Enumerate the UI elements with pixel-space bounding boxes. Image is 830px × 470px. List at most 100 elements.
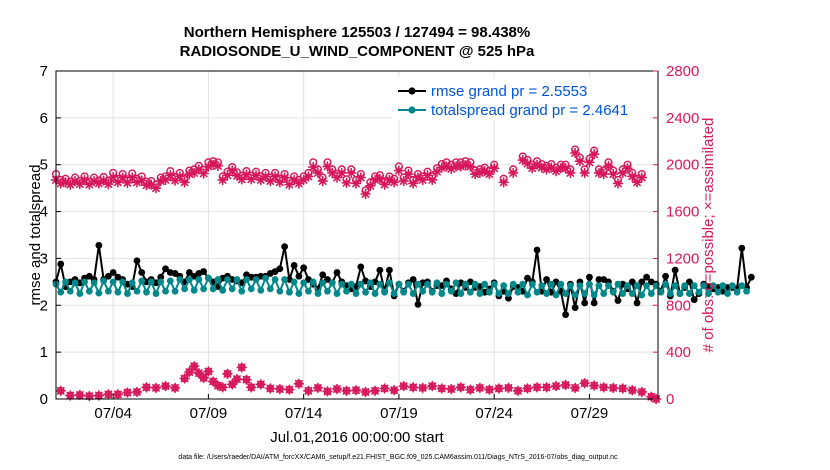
rmse-point [319,271,327,279]
obs-assimilated-marker [622,163,633,174]
spread-point [571,291,579,299]
obs-low-assimilated-marker-stroke [399,382,408,391]
spread-point [466,288,474,296]
spread-point [509,280,517,288]
spread-point [681,282,689,290]
spread-point [85,287,93,295]
obs-assimilated-marker-stroke [128,173,137,182]
spread-point [152,290,160,297]
spread-point [543,290,550,297]
y-right-tick-label: 1200 [666,250,699,267]
obs-assimilated-marker-stroke [375,174,384,183]
spread-point [576,282,584,290]
obs-assimilated-marker-stroke [628,172,637,181]
obs-low-assimilated-marker-stroke [637,388,646,396]
spread-point [119,278,127,286]
obs-low-assimilated-marker [474,382,486,394]
obs-low-assimilated-marker-stroke [371,386,380,395]
obs-low-assimilated-marker [293,378,305,389]
spread-point [224,276,231,283]
spread-point [281,276,289,283]
spread-point [614,280,622,288]
spread-point [424,280,431,288]
obs-low-assimilated-marker [512,385,524,397]
spread-point [733,288,741,296]
obs-low-assimilated-marker [246,382,257,393]
spread-point [490,280,498,288]
obs-low-assimilated-marker [598,382,609,393]
legend-spread-label: totalspread grand pr = 2.4641 [431,102,628,119]
spread-point [157,278,165,286]
obs-assimilated-marker [579,167,590,179]
rmse-point [614,297,622,304]
obs-low-assimilated-marker [417,382,428,394]
obs-assimilated-marker-stroke [280,173,289,182]
obs-low-assimilated-marker [312,382,324,394]
obs-assimilated-marker-stroke [623,164,632,173]
spread-point [252,276,260,283]
rmse-point [290,262,298,269]
obs-assimilated-marker-stroke [533,160,541,169]
spread-point [390,290,398,297]
y-right-tick-label: 2800 [666,63,699,80]
obs-assimilated-marker-stroke [152,184,160,193]
obs-low-assimilated-marker-stroke [618,384,627,393]
obs-assimilated-marker [150,182,162,194]
obs-assimilated-marker-stroke [480,167,489,176]
spread-point [643,282,650,290]
y-left-tick-label: 0 [40,391,48,408]
rmse-point [690,296,698,304]
obs-assimilated-marker-stroke [580,169,589,177]
spread-point [76,290,84,297]
obs-assimilated-marker-stroke [614,179,622,188]
obs-low-assimilated-marker-stroke [390,386,399,395]
obs-low-assimilated-marker-stroke [294,379,303,388]
obs-low-assimilated-marker-stroke [133,388,141,396]
spread-point [271,276,279,283]
spread-point [143,288,150,296]
rmse-point [138,269,146,276]
legend-rmse-label: rmse grand pr = 2.5553 [431,83,587,100]
obs-assimilated-marker [584,157,595,168]
rmse-point [300,264,308,272]
obs-low-assimilated-marker-stroke [104,390,113,399]
obs-assimilated-marker [508,167,519,179]
obs-assimilated-marker-stroke [371,176,380,184]
spread-point [352,290,360,297]
obs-assimilated-marker-stroke [385,176,394,184]
plot-frame [55,70,659,400]
rmse-point [95,241,103,249]
obs-assimilated-marker-stroke [190,169,199,177]
spread-point [719,282,727,290]
rmse-point [324,276,331,283]
rmse-point [57,260,65,268]
rmse-point [686,278,693,286]
spread-point [662,280,670,288]
y-right-tick-label: 0 [666,391,674,408]
spread-point [276,287,284,295]
obs-low-assimilated-marker [627,385,638,396]
spread-point [628,290,636,297]
spread-point [600,290,608,297]
obs-low-assimilated-marker [636,386,648,398]
obs-assimilated-marker-stroke [180,178,189,187]
obs-assimilated-marker-stroke [414,173,422,182]
spread-point [743,287,750,295]
y-right-tick-label: 400 [666,344,691,361]
rmse-point [281,243,289,251]
spread-point [495,290,503,297]
rmse-point [295,272,303,280]
spread-point [590,291,598,299]
spread-point [314,290,322,297]
obs-low-assimilated-marker [241,374,252,385]
obs-assimilated-marker-stroke [328,169,337,177]
spread-point [219,286,227,294]
obs-assimilated-marker [488,163,500,174]
obs-assimilated-marker-stroke [61,178,70,187]
spread-point [228,285,236,293]
spread-point [328,279,336,287]
y-right-tick-label: 800 [666,297,691,314]
spread-point [705,290,712,297]
obs-assimilated-marker-stroke [228,166,237,175]
obs-assimilated-marker-stroke [271,172,279,181]
